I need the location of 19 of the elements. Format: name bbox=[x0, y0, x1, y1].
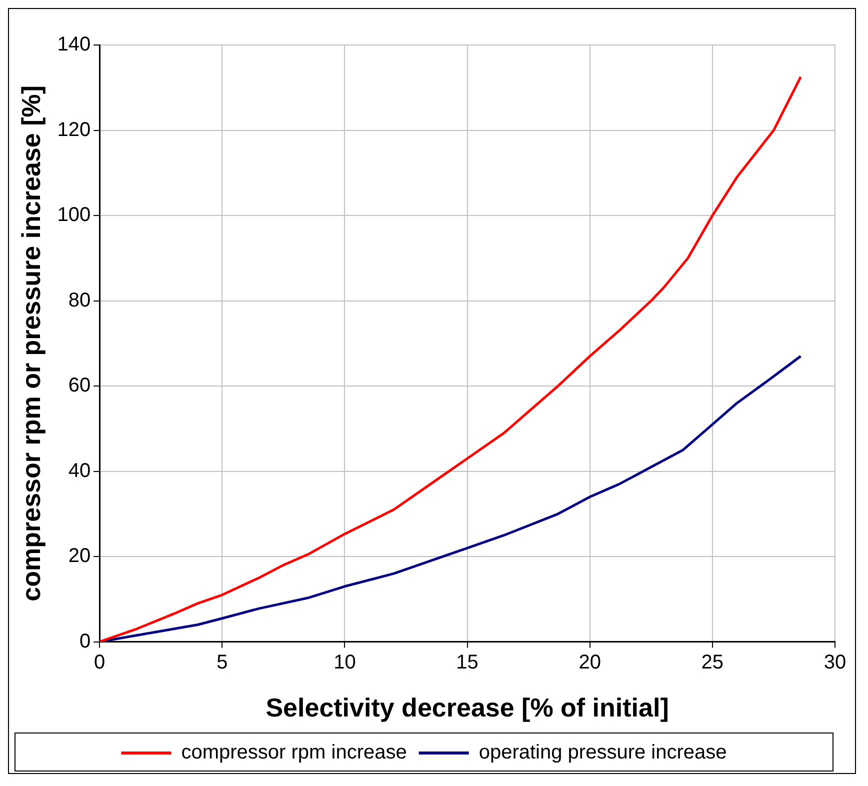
y-tick-label: 120 bbox=[57, 118, 91, 141]
y-tick-label: 40 bbox=[68, 460, 91, 482]
y-tick-label: 60 bbox=[68, 374, 91, 397]
y-axis-title: compressor rpm or pressure increase [%] bbox=[16, 85, 46, 602]
x-tick-label: 0 bbox=[94, 651, 106, 674]
y-tick-label: 100 bbox=[57, 204, 91, 226]
y-tick-label: 80 bbox=[68, 289, 91, 312]
legend-label: operating pressure increase bbox=[478, 742, 727, 764]
y-tick-label: 20 bbox=[68, 545, 91, 568]
x-axis-title: Selectivity decrease [% of initial] bbox=[266, 692, 669, 723]
x-tick-label: 30 bbox=[824, 651, 846, 674]
x-tick-label: 15 bbox=[456, 651, 478, 674]
x-tick-label: 10 bbox=[334, 651, 356, 674]
x-tick-label: 5 bbox=[216, 651, 228, 674]
y-tick-label: 140 bbox=[57, 34, 91, 56]
legend-label: compressor rpm increase bbox=[181, 742, 407, 764]
x-tick-label: 20 bbox=[578, 651, 601, 674]
y-tick-label: 0 bbox=[79, 630, 91, 652]
x-tick-label: 25 bbox=[701, 651, 724, 674]
